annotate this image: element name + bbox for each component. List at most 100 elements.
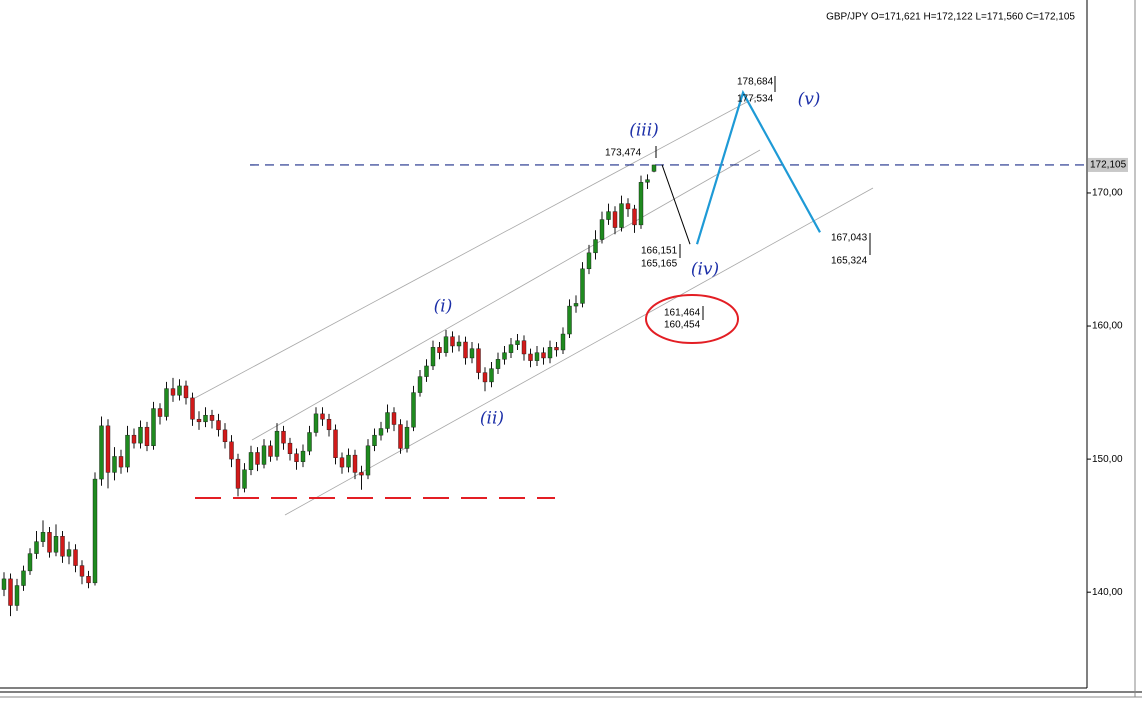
price-label: 165,165	[641, 259, 678, 270]
candle-body	[320, 413, 325, 420]
candle-body	[586, 252, 592, 270]
wave-label: (i)	[434, 297, 453, 317]
candle-body	[567, 305, 572, 335]
candle-body	[8, 578, 13, 606]
candle-body	[261, 445, 267, 465]
price-label: 167,043	[831, 233, 868, 244]
candle-body	[339, 457, 345, 468]
candle-body	[508, 344, 514, 353]
candle-body	[625, 203, 631, 210]
candle-body	[352, 454, 358, 473]
candle-body	[599, 219, 605, 240]
candle-body	[164, 388, 169, 417]
price-label: 160,454	[664, 320, 701, 331]
candle-body	[378, 428, 384, 436]
candle-body	[118, 456, 124, 468]
current-price-label: 172,105	[1090, 160, 1127, 171]
candle-body	[138, 426, 143, 444]
candle-body	[151, 408, 156, 447]
candle-body	[573, 303, 579, 307]
candle-body	[411, 392, 416, 428]
candle-body	[430, 347, 436, 367]
candle-body	[404, 426, 410, 449]
channel	[194, 94, 874, 516]
candle-body	[53, 536, 59, 553]
candle-body	[547, 347, 553, 359]
candle-body	[541, 352, 546, 359]
candle-body	[437, 347, 442, 353]
candle-body	[645, 179, 650, 183]
candle-body	[255, 452, 260, 465]
candle-body	[391, 412, 397, 425]
y-tick-label: 170,00	[1092, 188, 1123, 199]
y-tick-label: 150,00	[1092, 454, 1123, 465]
candle-body	[638, 182, 644, 226]
candle-body	[112, 456, 117, 473]
candle-body	[268, 445, 273, 457]
candle-body	[86, 576, 91, 584]
candle-body	[235, 458, 241, 489]
candle-body	[203, 414, 208, 423]
candle-body	[66, 549, 72, 557]
candle-body	[105, 425, 111, 473]
candle-body	[274, 430, 280, 457]
candle-body	[34, 541, 39, 554]
candle-body	[651, 164, 657, 172]
candle-body	[385, 412, 390, 429]
candle-body	[229, 441, 234, 460]
candle-body	[209, 414, 215, 421]
price-label: 177,534	[737, 94, 774, 105]
candle-body	[346, 454, 351, 468]
candle-body	[606, 211, 611, 220]
candle-body	[21, 570, 26, 586]
candle-body	[60, 536, 65, 557]
candle-body	[131, 434, 137, 444]
candle-body	[144, 426, 150, 447]
candle-body	[554, 347, 559, 351]
candle-body	[456, 341, 462, 347]
candle-body	[612, 211, 618, 228]
wave-label: (iii)	[629, 121, 659, 141]
candle-body	[248, 452, 254, 470]
candle-body	[372, 434, 377, 447]
candle-body	[502, 352, 507, 360]
candle-body	[495, 359, 501, 369]
candle-body	[287, 442, 293, 454]
candle-body	[469, 348, 475, 359]
candle-body	[177, 385, 182, 396]
candle-body	[365, 445, 371, 476]
candle-body	[476, 348, 481, 373]
candle-body	[79, 565, 85, 577]
projection-line	[661, 164, 691, 245]
candle-body	[560, 333, 566, 351]
candle-body	[216, 420, 221, 431]
wave-label: (iv)	[691, 260, 719, 280]
candle-body	[632, 208, 637, 226]
channel-line	[194, 94, 761, 399]
channel-line	[251, 149, 761, 441]
candle-body	[463, 341, 468, 359]
projection-line	[695, 89, 821, 245]
candle-body	[170, 388, 176, 396]
candle-body	[534, 352, 540, 361]
y-tick-label: 140,00	[1092, 587, 1123, 598]
candle-body	[326, 418, 332, 431]
channel-line	[284, 187, 874, 516]
price-label: 173,474	[605, 148, 642, 159]
candle-body	[190, 397, 195, 420]
candle-body	[313, 413, 319, 433]
candle-body	[300, 450, 306, 462]
candle-body	[424, 365, 429, 377]
y-tick-label: 160,00	[1092, 321, 1123, 332]
candle-body	[47, 532, 52, 553]
wave-label: (ii)	[480, 409, 504, 429]
candle-body	[183, 385, 189, 399]
price-label: 165,324	[831, 256, 868, 267]
candle-body	[157, 408, 163, 417]
candle-body	[294, 453, 299, 462]
candle-body	[593, 239, 598, 254]
candle-body	[489, 368, 494, 383]
candle-body	[40, 532, 46, 542]
candle-body	[580, 268, 585, 304]
